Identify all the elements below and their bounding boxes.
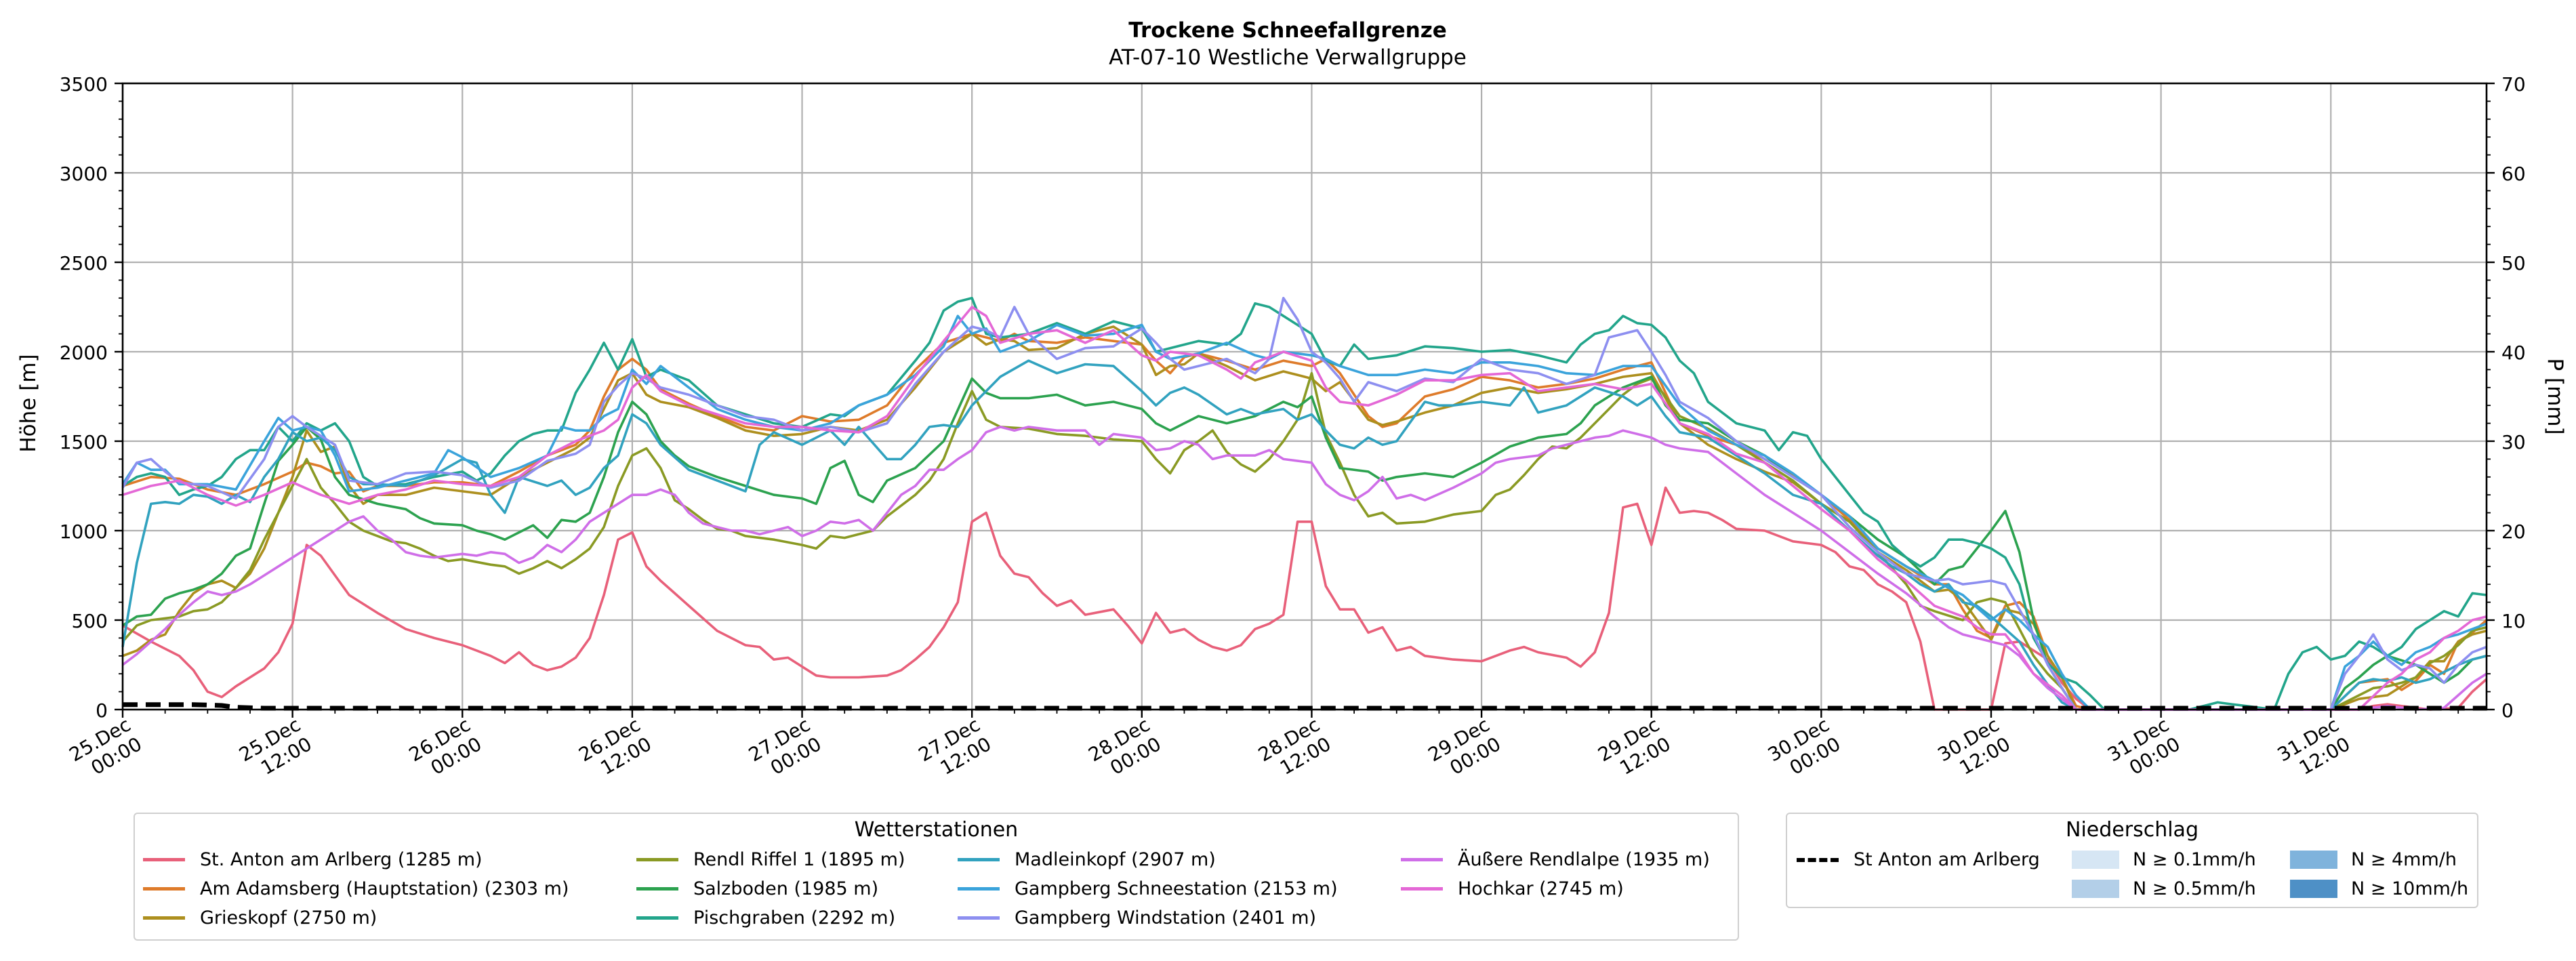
- legend-item: Rendl Riffel 1 (1895 m): [636, 849, 905, 870]
- legend-label: Äußere Rendlalpe (1935 m): [1458, 849, 1710, 870]
- precip-patch-label: N ≥ 0.1mm/h: [2133, 849, 2256, 870]
- series-line: [121, 297, 2487, 711]
- legend-swatch: [636, 858, 678, 861]
- legend-label: Am Adamsberg (Hauptstation) (2303 m): [200, 878, 569, 899]
- legend-label: St. Anton am Arlberg (1285 m): [200, 849, 483, 870]
- legend-label: Gampberg Windstation (2401 m): [1015, 907, 1317, 928]
- y-axis-label-right: P [mm]: [2543, 358, 2567, 434]
- legend-item: Gampberg Schneestation (2153 m): [958, 878, 1338, 899]
- precip-patch-swatch: [2072, 851, 2119, 869]
- stations-legend: Wetterstationen St. Anton am Arlberg (12…: [134, 813, 1739, 941]
- y-tick-label: 2000: [60, 342, 108, 364]
- precip-patch-item: N ≥ 10mm/h: [2290, 878, 2468, 899]
- series-line: [121, 426, 2487, 711]
- precip-patch-label: N ≥ 4mm/h: [2351, 849, 2457, 870]
- legend-item: Grieskopf (2750 m): [143, 907, 377, 928]
- legend-swatch: [1401, 858, 1443, 861]
- y-tick-label: 3000: [60, 163, 108, 185]
- legend-item: Hochkar (2745 m): [1401, 878, 1624, 899]
- legend-swatch: [958, 916, 1000, 920]
- y-tick-label: 500: [72, 610, 108, 632]
- series-line: [121, 371, 2487, 711]
- legend-label: Madleinkopf (2907 m): [1015, 849, 1216, 870]
- precip-legend-title: Niederschlag: [2066, 818, 2199, 842]
- plot-frame: [121, 82, 2488, 711]
- legend-swatch: [143, 916, 185, 920]
- y-right-tick-label: 40: [2501, 342, 2526, 364]
- legend-item: Madleinkopf (2907 m): [958, 849, 1216, 870]
- series-line: [122, 375, 2487, 711]
- legend-label: Grieskopf (2750 m): [200, 907, 377, 928]
- series-line: [122, 306, 2487, 711]
- y-right-tick-label: 70: [2501, 73, 2526, 96]
- legend-label: Hochkar (2745 m): [1458, 878, 1624, 899]
- legend-item: Gampberg Windstation (2401 m): [958, 907, 1316, 928]
- legend-label: Salzboden (1985 m): [693, 878, 879, 899]
- y-right-tick-label: 20: [2501, 520, 2526, 543]
- series-line: [121, 359, 2487, 711]
- y-right-tick-label: 30: [2501, 431, 2526, 453]
- legend-swatch: [958, 887, 1000, 891]
- legend-swatch: [1401, 887, 1443, 891]
- legend-swatch: [636, 916, 678, 920]
- legend-item: St. Anton am Arlberg (1285 m): [143, 849, 483, 870]
- y-right-tick-label: 50: [2501, 252, 2526, 274]
- y-right-tick-label: 60: [2501, 163, 2526, 185]
- precip-patch-label: N ≥ 0.5mm/h: [2133, 878, 2256, 899]
- series-line: [122, 486, 2488, 711]
- legend-item: Am Adamsberg (Hauptstation) (2303 m): [143, 878, 569, 899]
- precip-legend-line-label: St Anton am Arlberg: [1854, 849, 2040, 870]
- y-axis-label: Höhe [m]: [16, 354, 41, 452]
- legend-swatch: [143, 858, 185, 861]
- series-lines: [121, 297, 2488, 711]
- legend-swatch: [143, 887, 185, 891]
- y-right-tick-label: 10: [2501, 610, 2526, 632]
- precip-patch-swatch: [2290, 880, 2337, 898]
- precip-patch-swatch: [2072, 880, 2119, 898]
- legend-swatch: [958, 858, 1000, 861]
- y-tick-label: 1000: [60, 520, 108, 543]
- precip-patch-item: N ≥ 0.5mm/h: [2072, 878, 2256, 899]
- legend-item: Äußere Rendlalpe (1935 m): [1401, 849, 1710, 870]
- y-tick-label: 1500: [60, 431, 108, 453]
- series-line: [122, 297, 2487, 711]
- precip-patch-label: N ≥ 10mm/h: [2351, 878, 2469, 899]
- legend-item: Pischgraben (2292 m): [636, 907, 895, 928]
- precip-legend-line: St Anton am Arlberg: [1797, 849, 2040, 870]
- precip-patch-item: N ≥ 4mm/h: [2290, 849, 2457, 870]
- legend-swatch: [636, 887, 678, 891]
- chart-subtitle: AT-07-10 Westliche Verwallgruppe: [1109, 45, 1467, 70]
- y-tick-label: 3500: [60, 73, 108, 96]
- y-right-tick-label: 0: [2501, 699, 2514, 722]
- legend-label: Gampberg Schneestation (2153 m): [1015, 878, 1338, 899]
- y-tick-label: 0: [96, 699, 108, 722]
- precip-line: [123, 702, 2487, 711]
- dashed-line-swatch: [1797, 857, 1839, 862]
- series-line: [122, 325, 2487, 711]
- legend-label: Pischgraben (2292 m): [693, 907, 896, 928]
- legend-item: Salzboden (1985 m): [636, 878, 878, 899]
- stations-legend-title: Wetterstationen: [854, 818, 1019, 842]
- y-tick-label: 2500: [60, 252, 108, 274]
- precip-legend: Niederschlag St Anton am Arlberg N ≥ 0.1…: [1786, 813, 2478, 908]
- precip-patch-item: N ≥ 0.1mm/h: [2072, 849, 2256, 870]
- legend-label: Rendl Riffel 1 (1895 m): [693, 849, 905, 870]
- chart-title: Trockene Schneefallgrenze: [1128, 18, 1447, 43]
- precip-patch-swatch: [2290, 851, 2337, 869]
